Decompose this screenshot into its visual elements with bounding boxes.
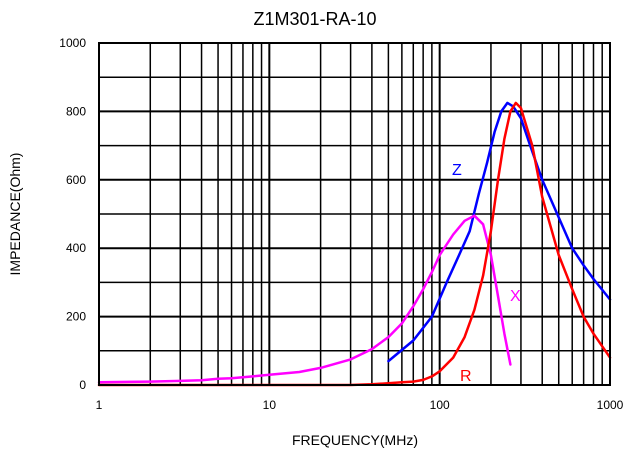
- grid: [99, 43, 610, 385]
- series-line-r: [97, 101, 612, 387]
- series-label-r: R: [460, 368, 472, 385]
- y-axis-label: IMPEDANCE(Ohm): [7, 153, 23, 276]
- y-tick-label: 0: [79, 378, 86, 392]
- y-tick-label: 400: [66, 241, 86, 255]
- chart-title: Z1M301-RA-10: [253, 9, 376, 29]
- x-tick-label: 10: [263, 398, 277, 412]
- series-label-x: X: [510, 288, 521, 305]
- x-tick-label: 100: [430, 398, 450, 412]
- x-axis-label: FREQUENCY(MHz): [292, 432, 418, 448]
- y-tick-label: 200: [66, 310, 86, 324]
- x-tick-label: 1: [96, 398, 103, 412]
- series-line-z: [387, 101, 612, 363]
- series-line-x: [97, 214, 512, 384]
- series-label-z: Z: [452, 162, 462, 179]
- tick-labels: 1 10 100 1000 0 200 400 600 800 1000: [59, 36, 623, 412]
- x-tick-label: 1000: [597, 398, 624, 412]
- plot-frame: [98, 42, 611, 386]
- y-tick-label: 600: [66, 173, 86, 187]
- y-tick-label: 800: [66, 104, 86, 118]
- series-layer: [97, 101, 612, 387]
- y-tick-label: 1000: [59, 36, 86, 50]
